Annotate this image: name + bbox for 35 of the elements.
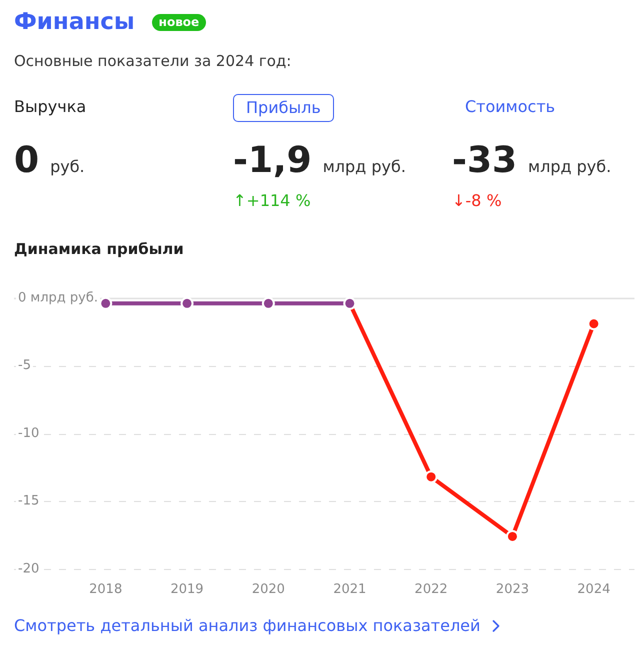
text: -1,9 bbox=[233, 139, 312, 183]
point bbox=[506, 530, 519, 543]
chart-title: Динамика прибыли bbox=[14, 239, 184, 259]
text: 0 bbox=[14, 139, 40, 183]
y-tick-label: 0 млрд руб. bbox=[18, 290, 98, 306]
point bbox=[262, 296, 275, 310]
y-tick-label: -15 bbox=[18, 494, 40, 509]
text: ↑+114 % bbox=[233, 191, 311, 211]
text: ↓-8 % bbox=[452, 191, 502, 211]
text: Финансы bbox=[14, 8, 135, 36]
text: млрд руб. bbox=[528, 157, 612, 176]
text: Стоимость bbox=[465, 97, 556, 117]
tab: Прибыль bbox=[233, 94, 334, 122]
y-tick-label: -10 bbox=[18, 426, 40, 441]
point bbox=[99, 296, 112, 310]
text: Смотреть детальный анализ финансовых показателей bbox=[14, 616, 480, 636]
x-tick-label: 2022 bbox=[414, 582, 448, 598]
x-tick-label: 2019 bbox=[170, 582, 204, 598]
point bbox=[587, 317, 600, 330]
text: Выручка bbox=[14, 97, 86, 117]
text: млрд руб. bbox=[322, 157, 406, 176]
x-tick-label: 2021 bbox=[333, 582, 366, 598]
badge: новое bbox=[152, 14, 206, 30]
y-tick-label: -20 bbox=[18, 561, 40, 576]
text: руб. bbox=[50, 157, 85, 176]
y-tick-label: -5 bbox=[18, 358, 31, 374]
point bbox=[424, 470, 438, 484]
x-tick-label: 2024 bbox=[577, 582, 610, 598]
text: -33 bbox=[452, 139, 518, 183]
x-tick-label: 2023 bbox=[496, 582, 530, 598]
x-tick-label: 2018 bbox=[89, 582, 122, 598]
x-tick-label: 2020 bbox=[252, 582, 285, 598]
point bbox=[180, 296, 194, 310]
text: Основные показатели за 2024 год: bbox=[14, 52, 292, 70]
point bbox=[343, 296, 356, 310]
